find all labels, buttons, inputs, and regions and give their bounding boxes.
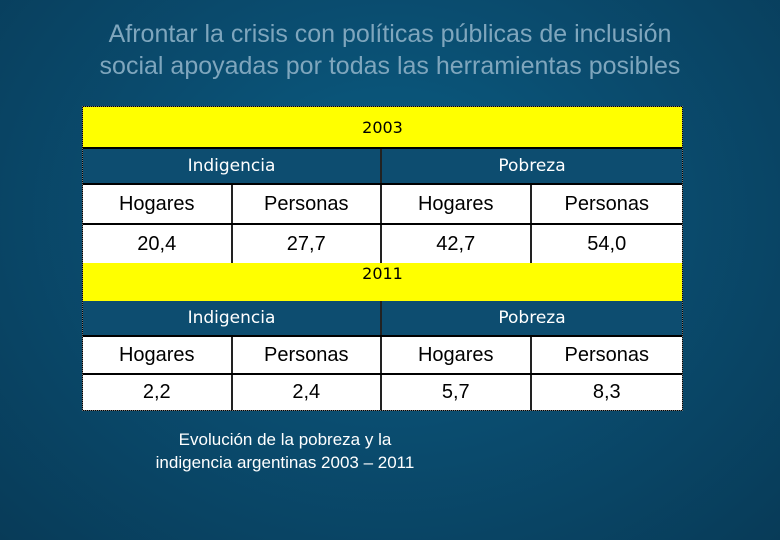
group-pobreza: Pobreza [382, 149, 682, 183]
value-cell: 5,7 [382, 375, 532, 410]
slide-title: Afrontar la crisis con políticas pública… [0, 18, 780, 82]
caption-line-1: Evolución de la pobreza y la [178, 430, 392, 449]
header-cell: Hogares [382, 185, 532, 223]
header-cell: Hogares [83, 185, 233, 223]
table-caption: Evolución de la pobreza y la indigencia … [120, 428, 450, 474]
poverty-table: 2003 Indigencia Pobreza Hogares Personas… [82, 106, 683, 411]
header-cell: Hogares [382, 337, 532, 373]
value-cell: 54,0 [531, 225, 682, 263]
header-row-2011: Hogares Personas Hogares Personas [83, 337, 682, 373]
value-cell: 27,7 [232, 225, 382, 263]
header-cell: Personas [232, 337, 382, 373]
header-row-2003: Hogares Personas Hogares Personas [83, 185, 682, 223]
header-cell: Hogares [83, 337, 233, 373]
year-row-2003: 2003 [83, 107, 682, 147]
group-pobreza: Pobreza [382, 301, 682, 335]
year-row-2011: 2011 [83, 263, 682, 301]
value-cell: 42,7 [382, 225, 532, 263]
value-cell: 8,3 [531, 375, 682, 410]
group-indigencia: Indigencia [83, 301, 382, 335]
slide-title-line-1: Afrontar la crisis con políticas pública… [108, 20, 672, 48]
value-row-2003: 20,4 27,7 42,7 54,0 [83, 225, 682, 263]
group-row-2011: Indigencia Pobreza [83, 301, 682, 335]
header-cell: Personas [531, 337, 682, 373]
group-row-2003: Indigencia Pobreza [83, 149, 682, 183]
header-cell: Personas [531, 185, 682, 223]
caption-line-2: indigencia argentinas 2003 – 2011 [155, 453, 415, 472]
year-label: 2003 [83, 107, 682, 147]
slide-title-line-2: social apoyadas por todas las herramient… [99, 52, 681, 80]
group-indigencia: Indigencia [83, 149, 382, 183]
value-row-2011: 2,2 2,4 5,7 8,3 [83, 375, 682, 410]
value-cell: 2,4 [232, 375, 382, 410]
value-cell: 2,2 [83, 375, 233, 410]
value-cell: 20,4 [83, 225, 233, 263]
header-cell: Personas [232, 185, 382, 223]
year-label: 2011 [83, 263, 682, 301]
